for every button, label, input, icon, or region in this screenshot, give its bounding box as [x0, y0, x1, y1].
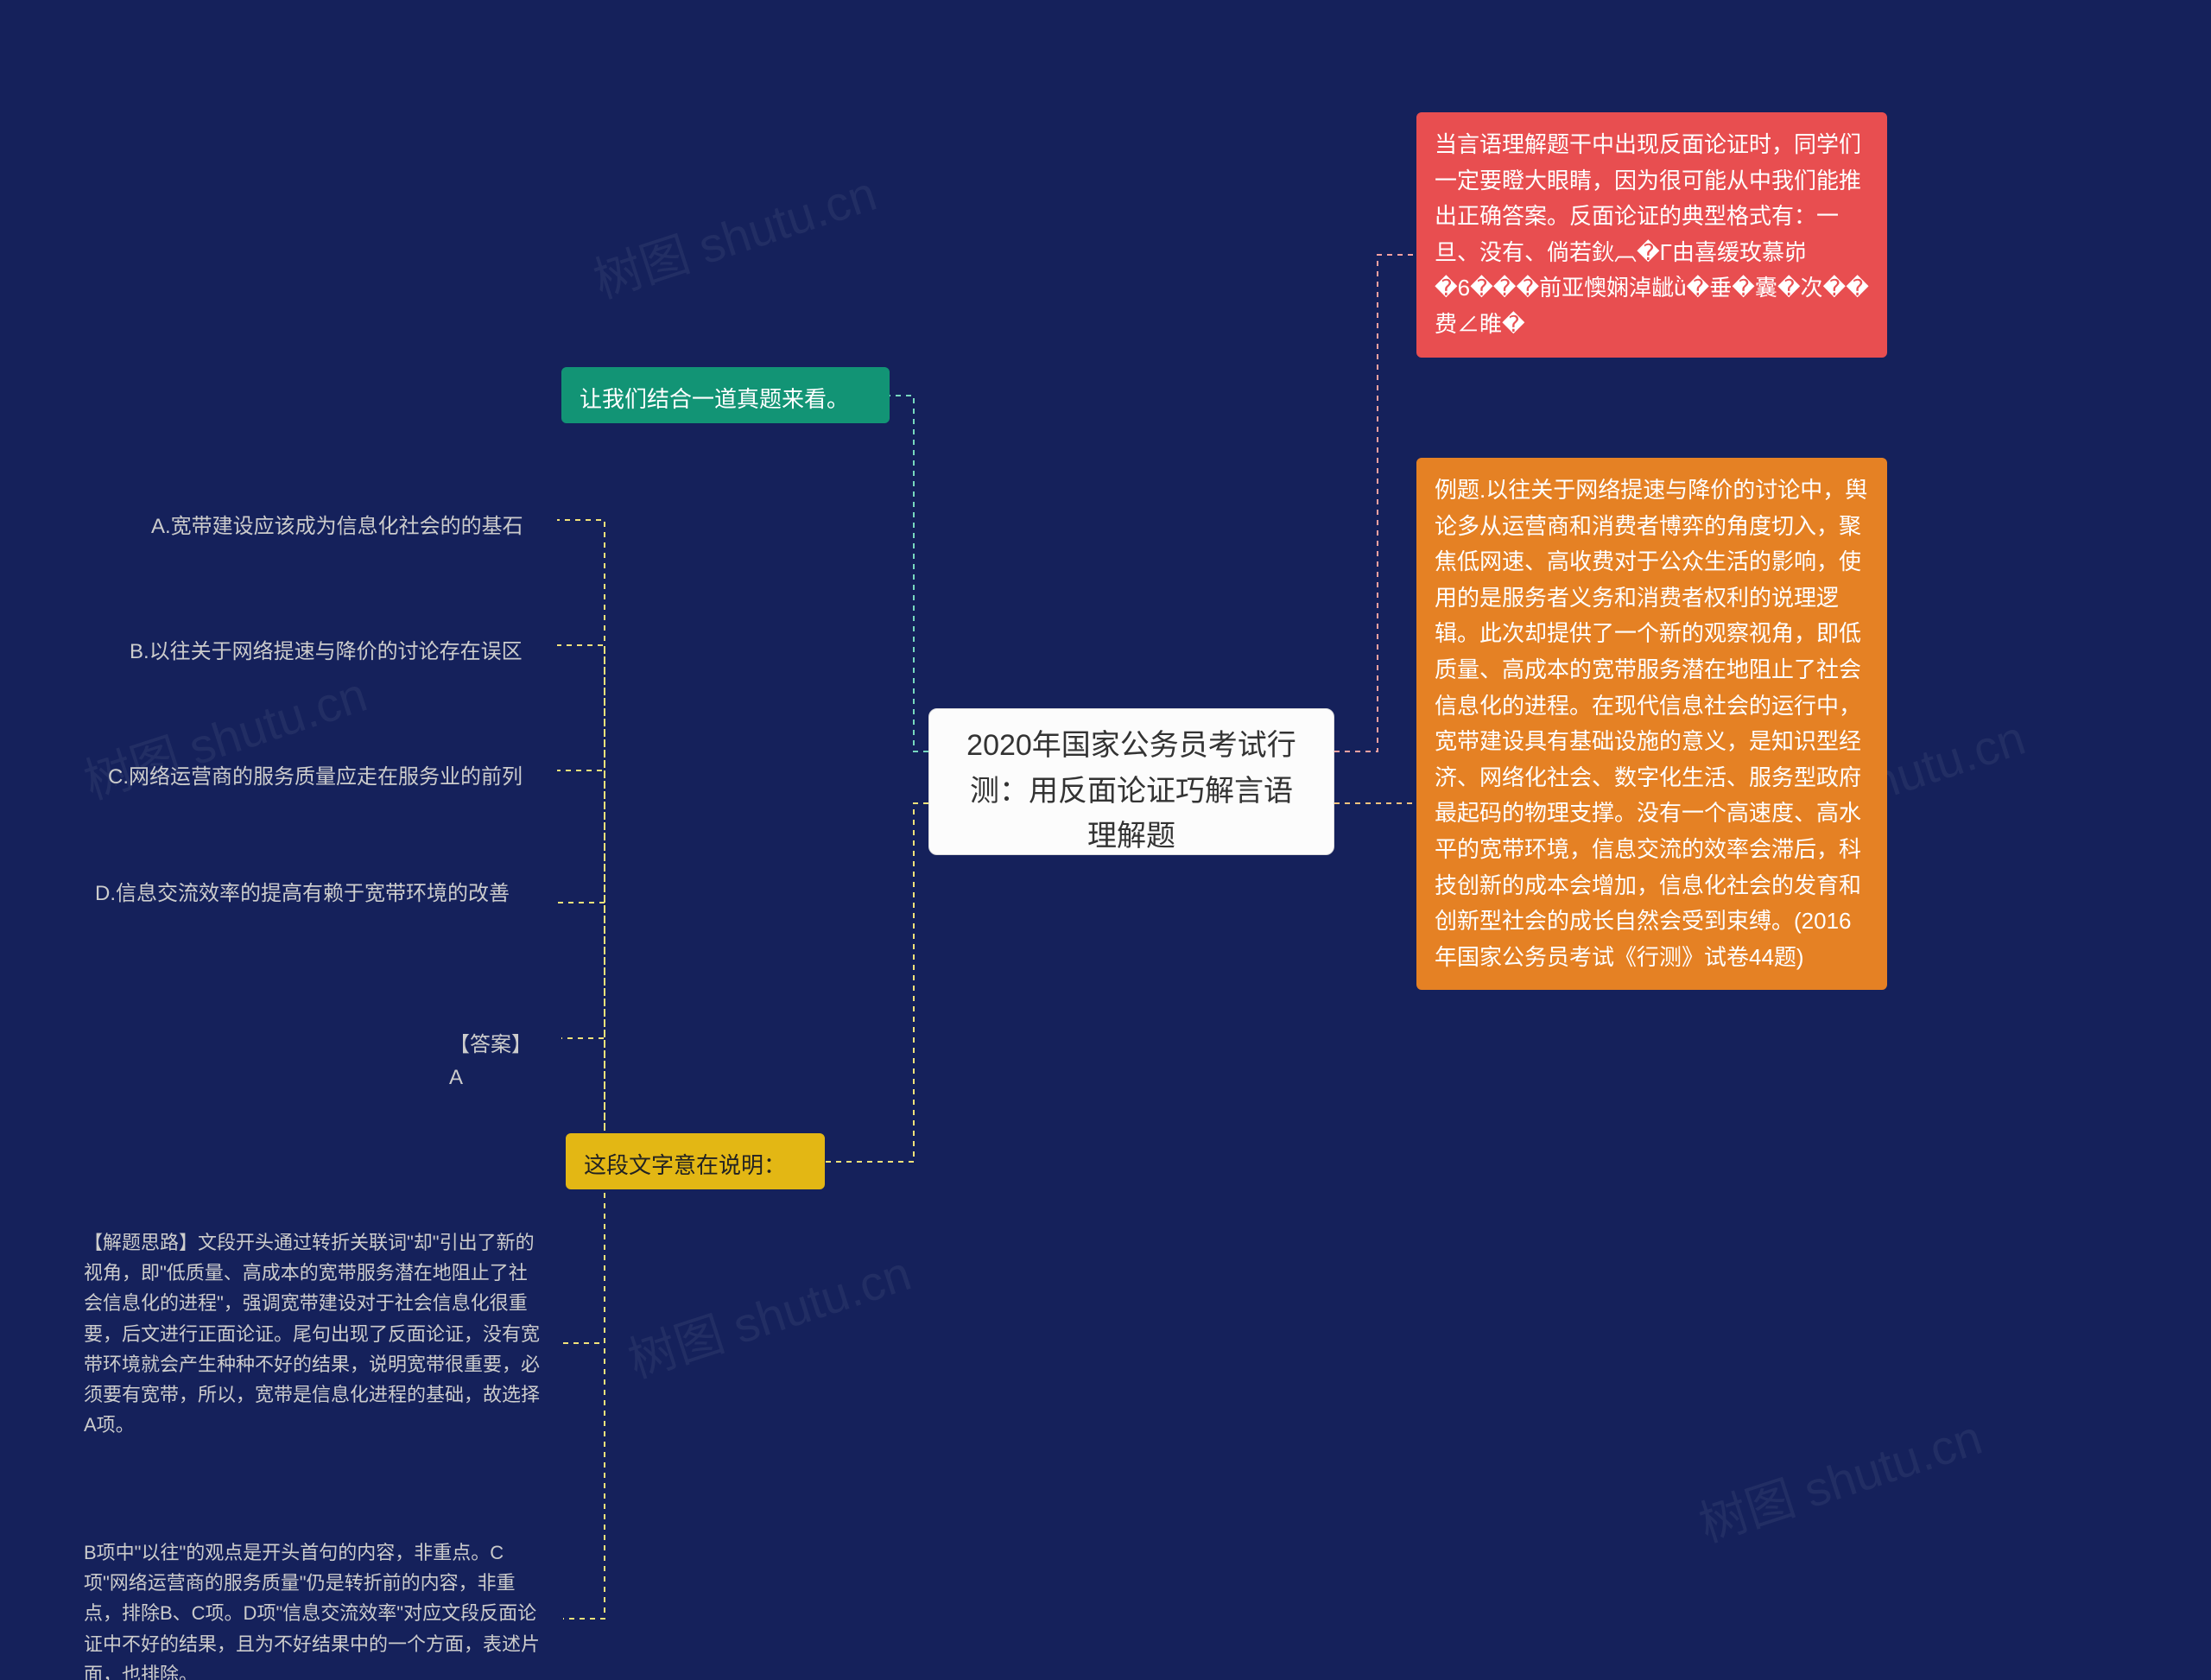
- leaf-option-a[interactable]: A.宽带建设应该成为信息化社会的的基石: [134, 497, 557, 557]
- leaf-text: B.以往关于网络提速与降价的讨论存在误区: [130, 640, 523, 663]
- leaf-explanation-2[interactable]: B项中"以往"的观点是开头首句的内容，非重点。C项"网络运营商的服务质量"仍是转…: [67, 1524, 563, 1680]
- watermark: 树图 shutu.cn: [618, 1235, 919, 1392]
- leaf-text: A.宽带建设应该成为信息化社会的的基石: [151, 515, 523, 538]
- branch-right-2[interactable]: 例题.以往关于网络提速与降价的讨论中，舆论多从运营商和消费者博弈的角度切入，聚焦…: [1416, 458, 1887, 990]
- branch-left-2[interactable]: 这段文字意在说明：: [566, 1133, 825, 1189]
- branch-text: 让我们结合一道真题来看。: [580, 386, 849, 412]
- branch-text: 当言语理解题干中出现反面论证时，同学们一定要瞪大眼睛，因为很可能从中我们能推出正…: [1435, 131, 1869, 337]
- mindmap-root[interactable]: 2020年国家公务员考试行测：用反面论证巧解言语理解题: [928, 708, 1334, 855]
- root-text: 2020年国家公务员考试行测：用反面论证巧解言语理解题: [966, 729, 1296, 853]
- leaf-text: D.信息交流效率的提高有赖于宽带环境的改善: [95, 882, 510, 905]
- leaf-answer[interactable]: 【答案】A: [432, 1015, 561, 1109]
- leaf-text: 【答案】A: [449, 1033, 532, 1089]
- leaf-explanation-1[interactable]: 【解题思路】文段开头通过转折关联词"却"引出了新的视角，即"低质量、高成本的宽带…: [67, 1214, 563, 1454]
- leaf-option-c[interactable]: C.网络运营商的服务质量应走在服务业的前列: [91, 747, 557, 808]
- leaf-text: C.网络运营商的服务质量应走在服务业的前列: [108, 765, 523, 789]
- branch-text: 例题.以往关于网络提速与降价的讨论中，舆论多从运营商和消费者博弈的角度切入，聚焦…: [1435, 477, 1867, 970]
- watermark: 树图 shutu.cn: [584, 155, 884, 313]
- watermark: 树图 shutu.cn: [1689, 1399, 1990, 1556]
- leaf-option-d[interactable]: D.信息交流效率的提高有赖于宽带环境的改善: [78, 864, 557, 924]
- leaf-text: 【解题思路】文段开头通过转折关联词"却"引出了新的视角，即"低质量、高成本的宽带…: [84, 1232, 540, 1436]
- branch-right-1[interactable]: 当言语理解题干中出现反面论证时，同学们一定要瞪大眼睛，因为很可能从中我们能推出正…: [1416, 112, 1887, 358]
- leaf-text: B项中"以往"的观点是开头首句的内容，非重点。C项"网络运营商的服务质量"仍是转…: [84, 1542, 540, 1680]
- branch-text: 这段文字意在说明：: [584, 1152, 786, 1178]
- branch-left-1[interactable]: 让我们结合一道真题来看。: [561, 367, 890, 423]
- leaf-option-b[interactable]: B.以往关于网络提速与降价的讨论存在误区: [112, 622, 557, 682]
